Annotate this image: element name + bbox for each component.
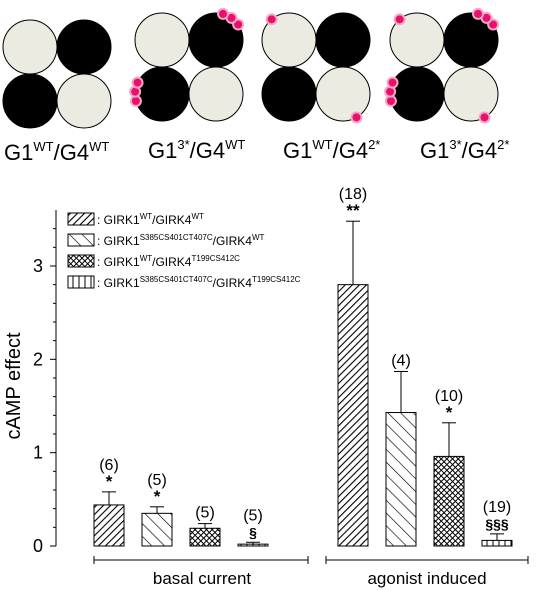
light-subunit xyxy=(2,19,58,75)
y-ticks: 0 1 2 3 xyxy=(33,228,56,556)
legend-item: : GIRK1S385CS401CT407C/GIRK4T199CS412C xyxy=(67,275,301,290)
diagram-wt-wt xyxy=(2,19,112,129)
dark-subunit xyxy=(261,66,317,122)
cysteine-site-marker xyxy=(234,20,243,29)
legend-label: : GIRK1WT/GIRK4T199CS412C xyxy=(97,254,240,269)
cysteine-site-marker xyxy=(473,9,482,18)
n-label: (6) xyxy=(99,457,119,474)
y-tick-label: 0 xyxy=(33,536,43,556)
cysteine-site-marker xyxy=(227,13,236,22)
bar xyxy=(141,512,173,547)
legend-item: : GIRK1S385CS401CT407C/GIRK4WT xyxy=(67,233,265,248)
light-subunit xyxy=(188,66,244,122)
n-label: (5) xyxy=(195,505,215,522)
y-tick-label: 2 xyxy=(33,349,43,369)
cysteine-site-marker xyxy=(352,113,361,122)
group-label-agonist: agonist induced xyxy=(367,569,486,588)
diagram-3star-wt xyxy=(129,7,245,122)
cysteine-site-marker xyxy=(131,87,140,96)
n-label: (5) xyxy=(243,507,263,524)
diagram-wt-2star xyxy=(261,12,371,124)
legend-swatch xyxy=(67,275,95,289)
group-axis: basal current agonist induced xyxy=(93,556,529,588)
dark-subunit xyxy=(315,12,371,68)
bars: *(6)**(18)*(5)(4)(5)*(10)§(5) §§§(19) xyxy=(93,186,513,547)
dark-subunit xyxy=(56,19,112,75)
significance-label: § xyxy=(249,524,257,540)
dark-subunit xyxy=(2,73,58,129)
legend-label: : GIRK1S385CS401CT407C/GIRK4T199CS412C xyxy=(97,275,301,290)
diagram-row xyxy=(2,7,500,129)
group-label-basal: basal current xyxy=(153,569,252,588)
significance-label: * xyxy=(446,403,453,422)
n-label: (18) xyxy=(339,186,367,203)
light-subunit xyxy=(56,73,112,129)
legend-label: : GIRK1WT/GIRK4WT xyxy=(97,212,204,227)
bar xyxy=(189,527,221,547)
bar xyxy=(337,284,369,547)
cysteine-site-marker xyxy=(395,15,404,24)
light-subunit xyxy=(443,66,499,122)
bar xyxy=(481,539,513,547)
significance-label: * xyxy=(106,472,113,491)
legend-item: : GIRK1WT/GIRK4T199CS412C xyxy=(67,254,240,269)
legend-swatch xyxy=(67,254,95,268)
cysteine-site-marker xyxy=(480,113,489,122)
cysteine-site-marker xyxy=(218,9,227,18)
significance-label: ** xyxy=(346,201,360,220)
y-tick-label: 1 xyxy=(33,443,43,463)
y-axis-label: cAMP effect xyxy=(3,332,25,440)
diagram-caption: G1WT/G4WT xyxy=(4,139,109,165)
diagram-caption: G1WT/G42* xyxy=(283,137,380,163)
cysteine-site-marker xyxy=(388,78,397,87)
significance-label: * xyxy=(154,487,161,506)
cysteine-site-marker xyxy=(131,96,140,105)
cysteine-site-marker xyxy=(267,15,276,24)
bar xyxy=(433,455,465,547)
n-label: (5) xyxy=(147,472,167,489)
bar xyxy=(93,504,125,547)
legend: : GIRK1WT/GIRK4WT : GIRK1S385CS401CT407C… xyxy=(67,212,301,290)
cysteine-site-marker xyxy=(386,87,395,96)
diagram-caption: G13*/G4WT xyxy=(148,137,245,163)
bar xyxy=(237,543,269,547)
dark-subunit xyxy=(134,66,190,122)
y-tick-label: 3 xyxy=(33,256,43,276)
diagram-3star-2star xyxy=(384,7,500,124)
n-label: (4) xyxy=(391,352,411,369)
diagram-caption: G13*/G42* xyxy=(420,137,509,163)
dark-subunit xyxy=(389,66,445,122)
cysteine-site-marker xyxy=(133,78,142,87)
legend-item: : GIRK1WT/GIRK4WT xyxy=(67,212,204,227)
light-subunit xyxy=(315,66,371,122)
legend-swatch xyxy=(67,212,95,226)
cysteine-site-marker xyxy=(482,13,491,22)
dark-subunit xyxy=(188,12,244,68)
light-subunit xyxy=(134,12,190,68)
n-label: (19) xyxy=(483,499,511,516)
n-label: (10) xyxy=(435,388,463,405)
legend-swatch xyxy=(67,233,95,247)
significance-label: §§§ xyxy=(485,516,509,532)
bar xyxy=(385,412,417,547)
dark-subunit xyxy=(443,12,499,68)
cysteine-site-marker xyxy=(386,96,395,105)
cysteine-site-marker xyxy=(489,20,498,29)
diagram-captions: G1WT/G4WT G13*/G4WT G1WT/G42* G13*/G42* xyxy=(4,137,509,165)
y-axis: 0 1 2 3 cAMP effect xyxy=(3,210,57,556)
legend-label: : GIRK1S385CS401CT407C/GIRK4WT xyxy=(97,233,265,248)
